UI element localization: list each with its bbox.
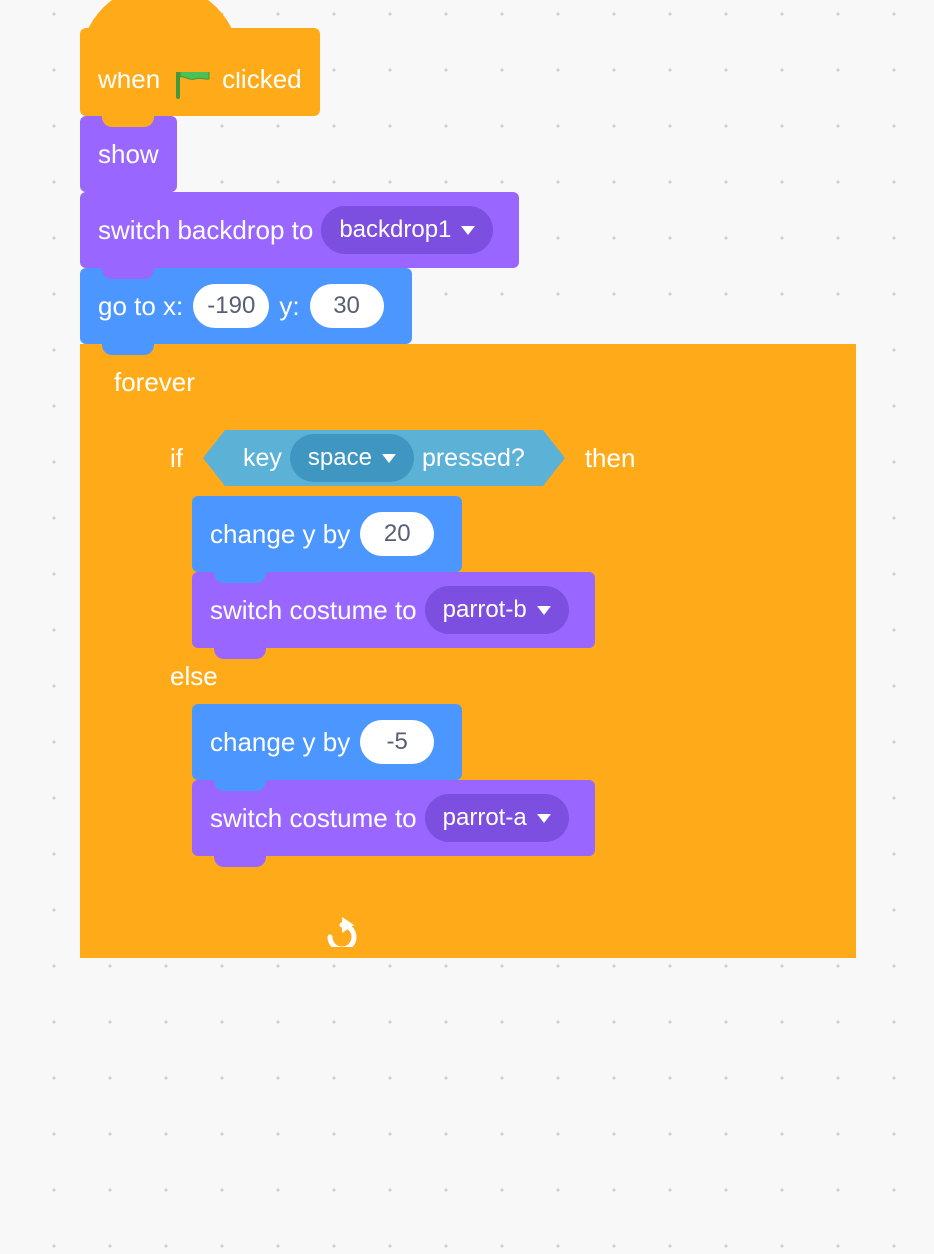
caret-down-icon: [537, 814, 551, 823]
costume-down-dropdown[interactable]: parrot-a: [425, 794, 569, 842]
block-switch-backdrop[interactable]: switch backdrop to backdrop1: [80, 192, 519, 268]
if-true-body: change y by 20 switch costume to parrot-…: [192, 496, 856, 648]
caret-down-icon: [537, 606, 551, 615]
key-dropdown-value: space: [308, 444, 372, 472]
cond-prefix: key: [243, 444, 282, 473]
change-y-down-input[interactable]: -5: [360, 720, 434, 764]
goto-y-input[interactable]: 30: [310, 284, 384, 328]
forever-body: if key space pressed? then: [136, 420, 856, 898]
backdrop-dropdown-value: backdrop1: [339, 216, 451, 244]
condition-key-pressed[interactable]: key space pressed?: [225, 430, 543, 486]
goto-y-label: y:: [279, 291, 299, 322]
block-show[interactable]: show: [80, 116, 177, 192]
block-stack: when clicked show switch backdrop to bac…: [80, 28, 900, 958]
goto-x-label: go to x:: [98, 291, 183, 322]
if-top[interactable]: if key space pressed? then: [136, 420, 856, 496]
cond-suffix: pressed?: [422, 444, 525, 473]
block-switch-costume-down[interactable]: switch costume to parrot-a: [192, 780, 595, 856]
hat-block-when-flag-clicked[interactable]: when clicked: [80, 28, 320, 116]
block-forever[interactable]: forever if key space: [80, 344, 856, 958]
if-label: if: [170, 443, 183, 474]
show-label: show: [98, 139, 159, 170]
costume-up-value: parrot-b: [443, 596, 527, 624]
forever-top[interactable]: forever: [80, 344, 380, 420]
then-label: then: [585, 443, 636, 474]
block-if-else[interactable]: if key space pressed? then: [136, 420, 856, 898]
change-y-up-label: change y by: [210, 519, 350, 550]
switch-costume-up-label: switch costume to: [210, 595, 417, 626]
caret-down-icon: [382, 454, 396, 463]
block-go-to-xy[interactable]: go to x: -190 y: 30: [80, 268, 412, 344]
costume-down-value: parrot-a: [443, 804, 527, 832]
loop-arrow-icon: [326, 917, 360, 952]
else-label: else: [170, 661, 218, 692]
change-y-down-label: change y by: [210, 727, 350, 758]
forever-label: forever: [114, 367, 195, 398]
block-change-y-up[interactable]: change y by 20: [192, 496, 462, 572]
switch-backdrop-label: switch backdrop to: [98, 215, 313, 246]
forever-spine: [80, 344, 136, 958]
backdrop-dropdown[interactable]: backdrop1: [321, 206, 493, 254]
switch-costume-down-label: switch costume to: [210, 803, 417, 834]
if-false-body: change y by -5 switch costume to parrot-…: [192, 704, 856, 856]
key-dropdown[interactable]: space: [290, 434, 414, 482]
goto-x-input[interactable]: -190: [193, 284, 269, 328]
scratch-canvas: when clicked show switch backdrop to bac…: [0, 0, 934, 1254]
hat-cap: [80, 0, 240, 72]
block-switch-costume-up[interactable]: switch costume to parrot-b: [192, 572, 595, 648]
forever-bottom: [80, 898, 380, 958]
block-change-y-down[interactable]: change y by -5: [192, 704, 462, 780]
caret-down-icon: [461, 226, 475, 235]
costume-up-dropdown[interactable]: parrot-b: [425, 586, 569, 634]
change-y-up-input[interactable]: 20: [360, 512, 434, 556]
